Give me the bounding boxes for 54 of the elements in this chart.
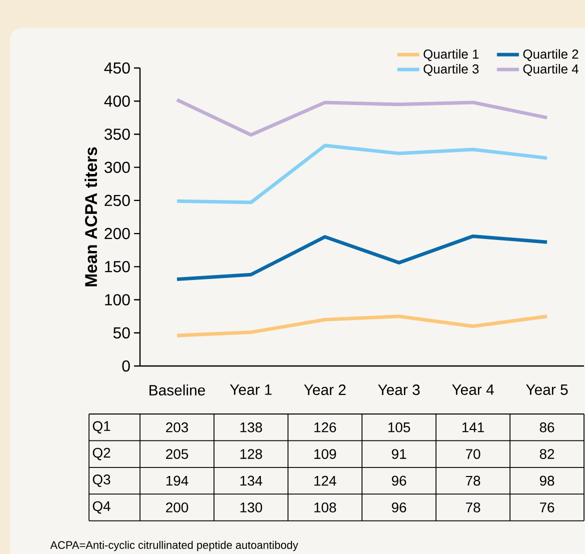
text: Q1 bbox=[92, 421, 110, 434]
y-tick-label: 200 bbox=[104, 228, 130, 240]
text: 124 bbox=[314, 476, 336, 486]
y-tick-label: 400 bbox=[104, 95, 130, 107]
text: Q4 bbox=[92, 501, 110, 514]
text: 109 bbox=[314, 449, 336, 459]
text: 78 bbox=[466, 502, 480, 512]
text: 70 bbox=[466, 449, 480, 459]
text: 141 bbox=[462, 422, 484, 432]
y-axis-title: Mean ACPA titers bbox=[84, 147, 98, 286]
legend-label: Quartile 4 bbox=[523, 64, 578, 76]
x-tick-label: Year 4 bbox=[452, 384, 494, 395]
text: 205 bbox=[166, 449, 188, 459]
text: 78 bbox=[466, 476, 480, 486]
y-tick-label: 150 bbox=[105, 261, 130, 272]
text: 76 bbox=[540, 502, 554, 512]
line-series bbox=[175, 98, 549, 137]
y-tick-label: 450 bbox=[104, 62, 130, 74]
text: 138 bbox=[240, 422, 262, 432]
x-tick-label: Year 3 bbox=[378, 384, 420, 396]
legend-label: Quartile 2 bbox=[523, 49, 578, 62]
y-tick-label: 300 bbox=[104, 162, 130, 173]
text: 82 bbox=[540, 449, 554, 459]
text: ACPA=Anti-cyclic citrullinated peptide autoantibody bbox=[50, 540, 298, 552]
text: 105 bbox=[388, 422, 410, 432]
legend-label: Quartile 3 bbox=[424, 64, 479, 76]
text: 194 bbox=[166, 476, 188, 486]
line-series bbox=[175, 144, 549, 204]
text: 96 bbox=[392, 476, 406, 486]
y-tick-label: 50 bbox=[113, 327, 130, 339]
text: 130 bbox=[240, 502, 262, 512]
x-tick-label: Baseline bbox=[150, 384, 205, 396]
x-tick-label: Year 1 bbox=[230, 384, 272, 395]
text: 86 bbox=[540, 422, 554, 432]
text: 126 bbox=[314, 422, 336, 432]
text: Q3 bbox=[92, 474, 110, 487]
text: 200 bbox=[166, 502, 188, 512]
text: 128 bbox=[240, 449, 262, 459]
line-series bbox=[175, 314, 549, 338]
y-tick-label: 0 bbox=[122, 360, 130, 372]
legend-label: Quartile 1 bbox=[424, 49, 479, 62]
y-tick-label: 250 bbox=[104, 194, 130, 206]
text: 134 bbox=[240, 476, 262, 486]
y-tick-label: 350 bbox=[104, 128, 130, 140]
x-tick-label: Year 5 bbox=[526, 384, 568, 395]
text: 203 bbox=[166, 422, 188, 432]
y-tick-label: 100 bbox=[105, 294, 130, 306]
text: Q2 bbox=[92, 448, 110, 460]
x-tick-label: Year 2 bbox=[304, 384, 346, 396]
text: 96 bbox=[392, 502, 406, 512]
line-series bbox=[175, 234, 549, 281]
text: 108 bbox=[314, 502, 336, 512]
text: 98 bbox=[540, 476, 554, 486]
text: 91 bbox=[392, 449, 406, 459]
